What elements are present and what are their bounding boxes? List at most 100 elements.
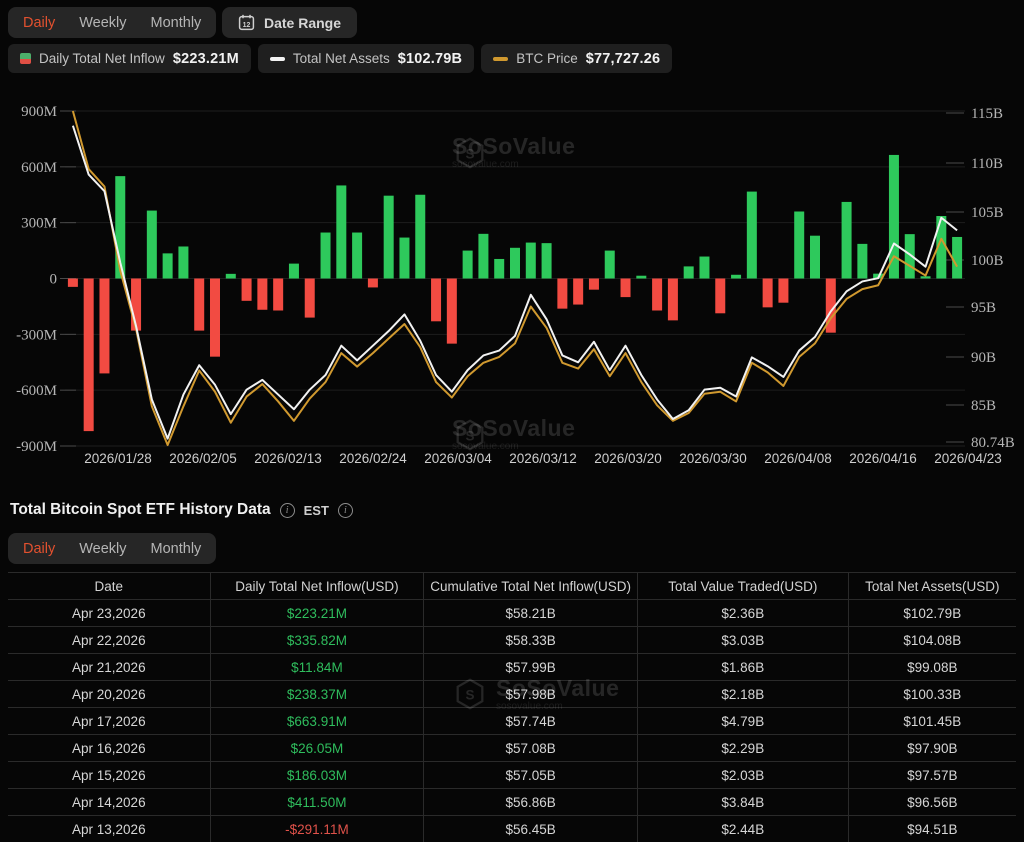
cell-date: Apr 21,2026 <box>72 659 146 675</box>
inflow-bar[interactable] <box>431 278 442 322</box>
inflow-bar[interactable] <box>99 278 110 374</box>
inflow-bar[interactable] <box>494 258 505 279</box>
cell-value-traded: $3.03B <box>636 627 848 653</box>
inflow-bar[interactable] <box>715 278 726 314</box>
chart-canvas[interactable]: 900M 600M 300M 0 -300M -600M -900M 115B 110B 105B… <box>0 95 1024 477</box>
inflow-bar[interactable] <box>336 185 347 279</box>
inflow-bar[interactable] <box>794 211 805 279</box>
history-title: Total Bitcoin Spot ETF History Data <box>10 501 271 518</box>
legend-item-btc-price[interactable]: BTC Price $77,727.26 <box>481 44 673 73</box>
inflow-bar[interactable] <box>841 201 852 279</box>
inflow-bar[interactable] <box>399 237 410 279</box>
left-axis-tick: 600M <box>21 160 57 176</box>
inflow-bar[interactable] <box>557 278 568 309</box>
cell-value-traded: $2.36B <box>636 600 848 626</box>
date-range-button[interactable]: 12 Date Range <box>222 7 358 38</box>
inflow-bar[interactable] <box>604 250 615 279</box>
inflow-bar[interactable] <box>288 263 299 279</box>
tab-daily[interactable]: Daily <box>23 14 56 31</box>
inflow-bar[interactable] <box>652 278 663 311</box>
inflow-bar[interactable] <box>762 278 773 308</box>
history-data-table: Date Daily Total Net Inflow(USD) Cumulativ… <box>8 572 1016 842</box>
inflow-bar[interactable] <box>304 278 315 318</box>
cell-cumulative-inflow: $57.99B <box>423 654 637 680</box>
inflow-bar[interactable] <box>115 176 126 279</box>
right-axis-tick: 100B <box>971 253 1004 269</box>
cell-daily-inflow: $26.05M <box>209 735 424 761</box>
inflow-bar[interactable] <box>478 233 489 279</box>
inflow-bar[interactable] <box>857 243 868 279</box>
cell-value-traded: $4.79B <box>636 708 848 734</box>
inflow-bar[interactable] <box>146 210 157 279</box>
right-axis-tick: 95B <box>971 300 996 316</box>
table-row: Apr 21,2026 $11.84M $57.99B $1.86B $99.08B <box>8 654 1016 681</box>
inflow-bar[interactable] <box>225 273 236 279</box>
inflow-bar[interactable] <box>541 243 552 279</box>
legend-item-daily-net-inflow[interactable]: Daily Total Net Inflow $223.21M <box>8 44 251 73</box>
inflow-bar[interactable] <box>273 278 284 311</box>
table-row: Apr 15,2026 $186.03M $57.05B $2.03B $97.57B <box>8 762 1016 789</box>
cell-net-assets: $101.45B <box>847 708 1016 734</box>
inflow-bar[interactable] <box>210 278 220 357</box>
inflow-bar[interactable] <box>415 194 426 279</box>
left-axis-tick: 300M <box>21 216 57 232</box>
inflow-bar[interactable] <box>588 278 599 290</box>
inflow-bar[interactable] <box>888 154 899 279</box>
info-icon[interactable]: i <box>337 502 353 518</box>
info-icon[interactable]: i <box>279 502 295 518</box>
inflow-bar[interactable] <box>636 275 647 279</box>
inflow-bar[interactable] <box>67 278 78 287</box>
table-row: Apr 23,2026 $223.21M $58.21B $2.36B $102.79B <box>8 600 1016 627</box>
column-header: Date <box>94 578 124 594</box>
inflow-bar[interactable] <box>904 234 915 279</box>
inflow-bar[interactable] <box>825 278 836 333</box>
inflow-bar[interactable] <box>699 256 710 279</box>
inflow-bar[interactable] <box>241 278 252 301</box>
legend-value: $223.21M <box>172 50 239 67</box>
inflow-bar[interactable] <box>920 276 931 279</box>
history-tab-daily[interactable]: Daily <box>23 540 56 557</box>
inflow-bar[interactable] <box>462 250 473 279</box>
inflow-bar[interactable] <box>83 278 94 432</box>
inflow-bar[interactable] <box>746 191 757 279</box>
inflow-bar[interactable] <box>731 274 742 279</box>
inflow-bar[interactable] <box>162 253 173 279</box>
etf-flow-chart[interactable]: 900M 600M 300M 0 -300M -600M -900M 115B 110B 105B… <box>0 95 1024 477</box>
history-tab-weekly[interactable]: Weekly <box>79 540 127 557</box>
column-header: Cumulative Total Net Inflow(USD) <box>423 573 637 599</box>
left-axis-tick: -900M <box>16 439 57 455</box>
inflow-bar[interactable] <box>194 278 205 331</box>
table-row: Apr 14,2026 $411.50M $56.86B $3.84B $96.56B <box>8 789 1016 816</box>
inflow-bar[interactable] <box>383 195 394 279</box>
cell-daily-inflow: $223.21M <box>209 600 424 626</box>
inflow-bar[interactable] <box>778 278 789 303</box>
inflow-bar[interactable] <box>446 278 457 344</box>
cell-daily-inflow: -$291.11M <box>209 816 424 842</box>
x-axis-date-label: 2026/03/04 <box>424 451 492 466</box>
inflow-bar[interactable] <box>178 246 189 279</box>
left-axis-tick: 900M <box>21 104 57 120</box>
x-axis-date-label: 2026/04/08 <box>764 451 832 466</box>
tab-monthly[interactable]: Monthly <box>150 14 202 31</box>
inflow-bar[interactable] <box>620 278 631 298</box>
inflow-bar[interactable] <box>683 266 694 279</box>
left-axis-tick: 0 <box>50 272 58 288</box>
inflow-bar[interactable] <box>352 232 363 279</box>
history-tab-monthly[interactable]: Monthly <box>150 540 202 557</box>
inflow-bar[interactable] <box>510 247 520 279</box>
cell-value-traded: $2.03B <box>636 762 848 788</box>
legend-item-total-net-assets[interactable]: Total Net Assets $102.79B <box>257 44 475 73</box>
inflow-bar[interactable] <box>573 278 584 305</box>
inflow-bar[interactable] <box>367 278 378 288</box>
cell-cumulative-inflow: $57.05B <box>423 762 637 788</box>
inflow-bar[interactable] <box>936 216 947 279</box>
inflow-bar[interactable] <box>525 242 536 279</box>
inflow-bar[interactable] <box>320 232 331 279</box>
tab-weekly[interactable]: Weekly <box>79 14 127 31</box>
inflow-bar[interactable] <box>810 235 820 279</box>
inflow-bar[interactable] <box>131 278 142 331</box>
inflow-bar[interactable] <box>667 278 678 321</box>
inflow-bar[interactable] <box>257 278 268 310</box>
cell-net-assets: $97.57B <box>847 762 1016 788</box>
inflow-bar[interactable] <box>952 236 963 279</box>
